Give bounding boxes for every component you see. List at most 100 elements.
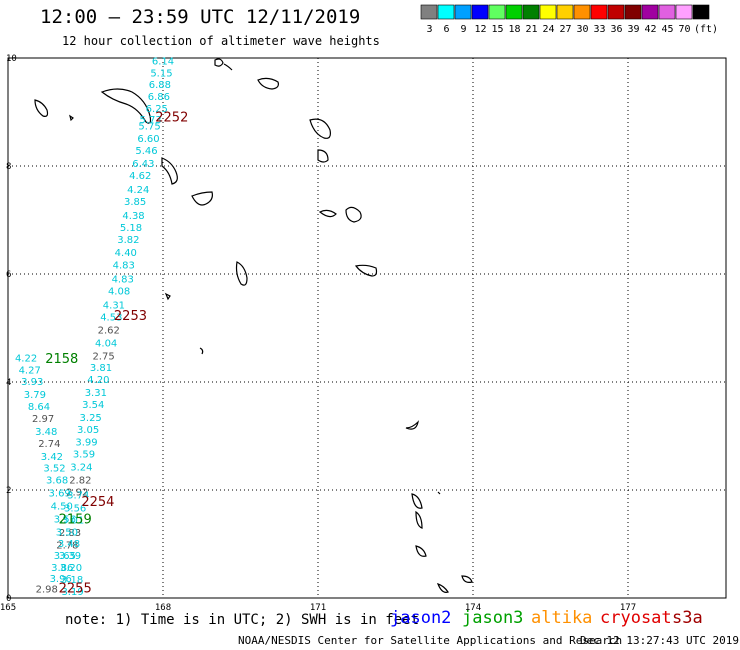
island-outline — [235, 261, 248, 286]
wave-height-value: 3.99 — [75, 438, 97, 449]
legend-swatch — [658, 4, 676, 20]
legend-swatch — [505, 4, 523, 20]
wave-height-value: 4.62 — [129, 171, 151, 182]
legend-swatch — [420, 4, 438, 20]
island-outline — [164, 292, 171, 301]
island-outline — [317, 149, 329, 163]
legend-label: 45 — [661, 24, 673, 35]
wave-height-value: 3.93 — [21, 377, 43, 388]
legend-label: 42 — [644, 24, 656, 35]
legend-swatch — [488, 4, 506, 20]
lon-tick-label: 177 — [620, 603, 636, 613]
pass-time-label: 2255 — [59, 582, 92, 597]
lat-tick-label: 4 — [6, 378, 11, 388]
legend-label: 6 — [443, 24, 449, 35]
legend-swatch — [675, 4, 693, 20]
lat-tick-label: 2 — [6, 486, 11, 496]
satellite-name: altika — [531, 608, 593, 628]
footer-note: note: 1) Time is in UTC; 2) SWH is in fe… — [65, 612, 420, 628]
island-outline — [309, 118, 331, 139]
wave-height-value: 3.50 — [56, 527, 78, 538]
wave-height-value: 4.27 — [19, 365, 41, 376]
legend-swatch — [539, 4, 557, 20]
island-outline — [191, 191, 213, 206]
wave-height-value: 3.68 — [46, 476, 68, 487]
wave-height-value: 3.42 — [41, 452, 63, 463]
legend-label: 70 — [678, 24, 690, 35]
wave-height-value: 3.65 — [54, 551, 76, 562]
wave-height-value: 6.88 — [149, 80, 171, 91]
lon-tick-label: 165 — [0, 603, 16, 613]
legend-label: 21 — [525, 24, 537, 35]
color-legend: 3 6 9 12 15 18 21 24 27 30 33 36 39 42 45 70 (ft) — [420, 4, 718, 35]
legend-label: 39 — [627, 24, 639, 35]
wave-height-value: 4.31 — [103, 301, 125, 312]
island-outline — [405, 420, 419, 430]
legend-label: 9 — [460, 24, 466, 35]
map-grid: 165 168 171 174 177 0 2 4 6 8 10 — [0, 54, 727, 613]
wave-height-value: 3.54 — [82, 400, 104, 411]
wave-height-value: 6.25 — [146, 104, 168, 115]
page-subtitle: 12 hour collection of altimeter wave hei… — [62, 34, 380, 48]
legend-swatch — [573, 4, 591, 20]
pass-time-label: 2253 — [114, 309, 147, 324]
wave-height-value: 3.20 — [60, 563, 82, 574]
island-outline — [411, 491, 441, 509]
wave-height-value: 2.62 — [98, 325, 120, 336]
wave-height-value: 8.64 — [28, 402, 50, 413]
lon-tick-label: 171 — [310, 603, 326, 613]
island-outline — [318, 206, 362, 223]
wave-height-value: 4.83 — [112, 275, 134, 286]
wave-height-value: 2.97 — [32, 414, 54, 425]
wave-height-value: 3.39 — [59, 551, 81, 562]
legend-label: 33 — [593, 24, 605, 35]
wave-height-value: 3.05 — [77, 425, 99, 436]
legend-swatch — [607, 4, 625, 20]
wave-height-value: 5.46 — [135, 146, 157, 157]
wave-height-value: 4.83 — [113, 261, 135, 272]
legend-label: 24 — [542, 24, 554, 35]
wave-height-value: 4.38 — [122, 211, 144, 222]
wave-height-value: 2.74 — [38, 439, 60, 450]
island-outline — [436, 575, 473, 593]
legend-label: 15 — [491, 24, 503, 35]
legend-swatch — [556, 4, 574, 20]
map-frame — [7, 57, 727, 599]
wave-height-value: 4.08 — [108, 287, 130, 298]
wave-height-value: 3.01 — [62, 515, 84, 526]
lat-tick-label: 6 — [6, 270, 11, 280]
legend-label: 3 — [426, 24, 432, 35]
wave-height-value: 4.53 — [100, 312, 122, 323]
wave-height-value: 3.18 — [61, 575, 83, 586]
wave-height-value: 3.48 — [35, 427, 57, 438]
wave-height-value: 3.82 — [117, 235, 139, 246]
wave-height-value: 2.98 — [36, 585, 58, 596]
pass-time-label: 2252 — [155, 111, 188, 126]
wave-height-value: 3.56 — [54, 514, 76, 525]
island-outline — [415, 510, 423, 529]
pass-time-label: 2159 — [59, 512, 92, 527]
wave-height-value: 6.60 — [137, 134, 159, 145]
legend-swatch — [641, 4, 659, 20]
legend-label: 18 — [508, 24, 520, 35]
wave-height-value: 5.18 — [120, 223, 142, 234]
wave-height-value: 5.75 — [138, 121, 160, 132]
wave-height-value: 3.24 — [70, 463, 92, 474]
wave-height-value: 3.25 — [80, 413, 102, 424]
island-outlines — [34, 58, 473, 593]
wave-height-value: 4.20 — [87, 375, 109, 386]
wave-height-value: 4.22 — [15, 353, 37, 364]
wave-height-value: 6.43 — [132, 159, 154, 170]
wave-height-value: 4.50 — [51, 501, 73, 512]
legend-label: 30 — [576, 24, 588, 35]
pass-time-label: 2254 — [81, 495, 114, 510]
legend-swatch — [522, 4, 540, 20]
wave-height-value: 3.79 — [24, 390, 46, 401]
wave-height-value: 3.74 — [67, 491, 89, 502]
legend-swatch — [590, 4, 608, 20]
island-outline — [100, 88, 152, 124]
legend-unit: (ft) — [694, 24, 718, 35]
wave-height-value: 3.19 — [61, 587, 83, 598]
wave-height-value: 4.04 — [95, 338, 117, 349]
